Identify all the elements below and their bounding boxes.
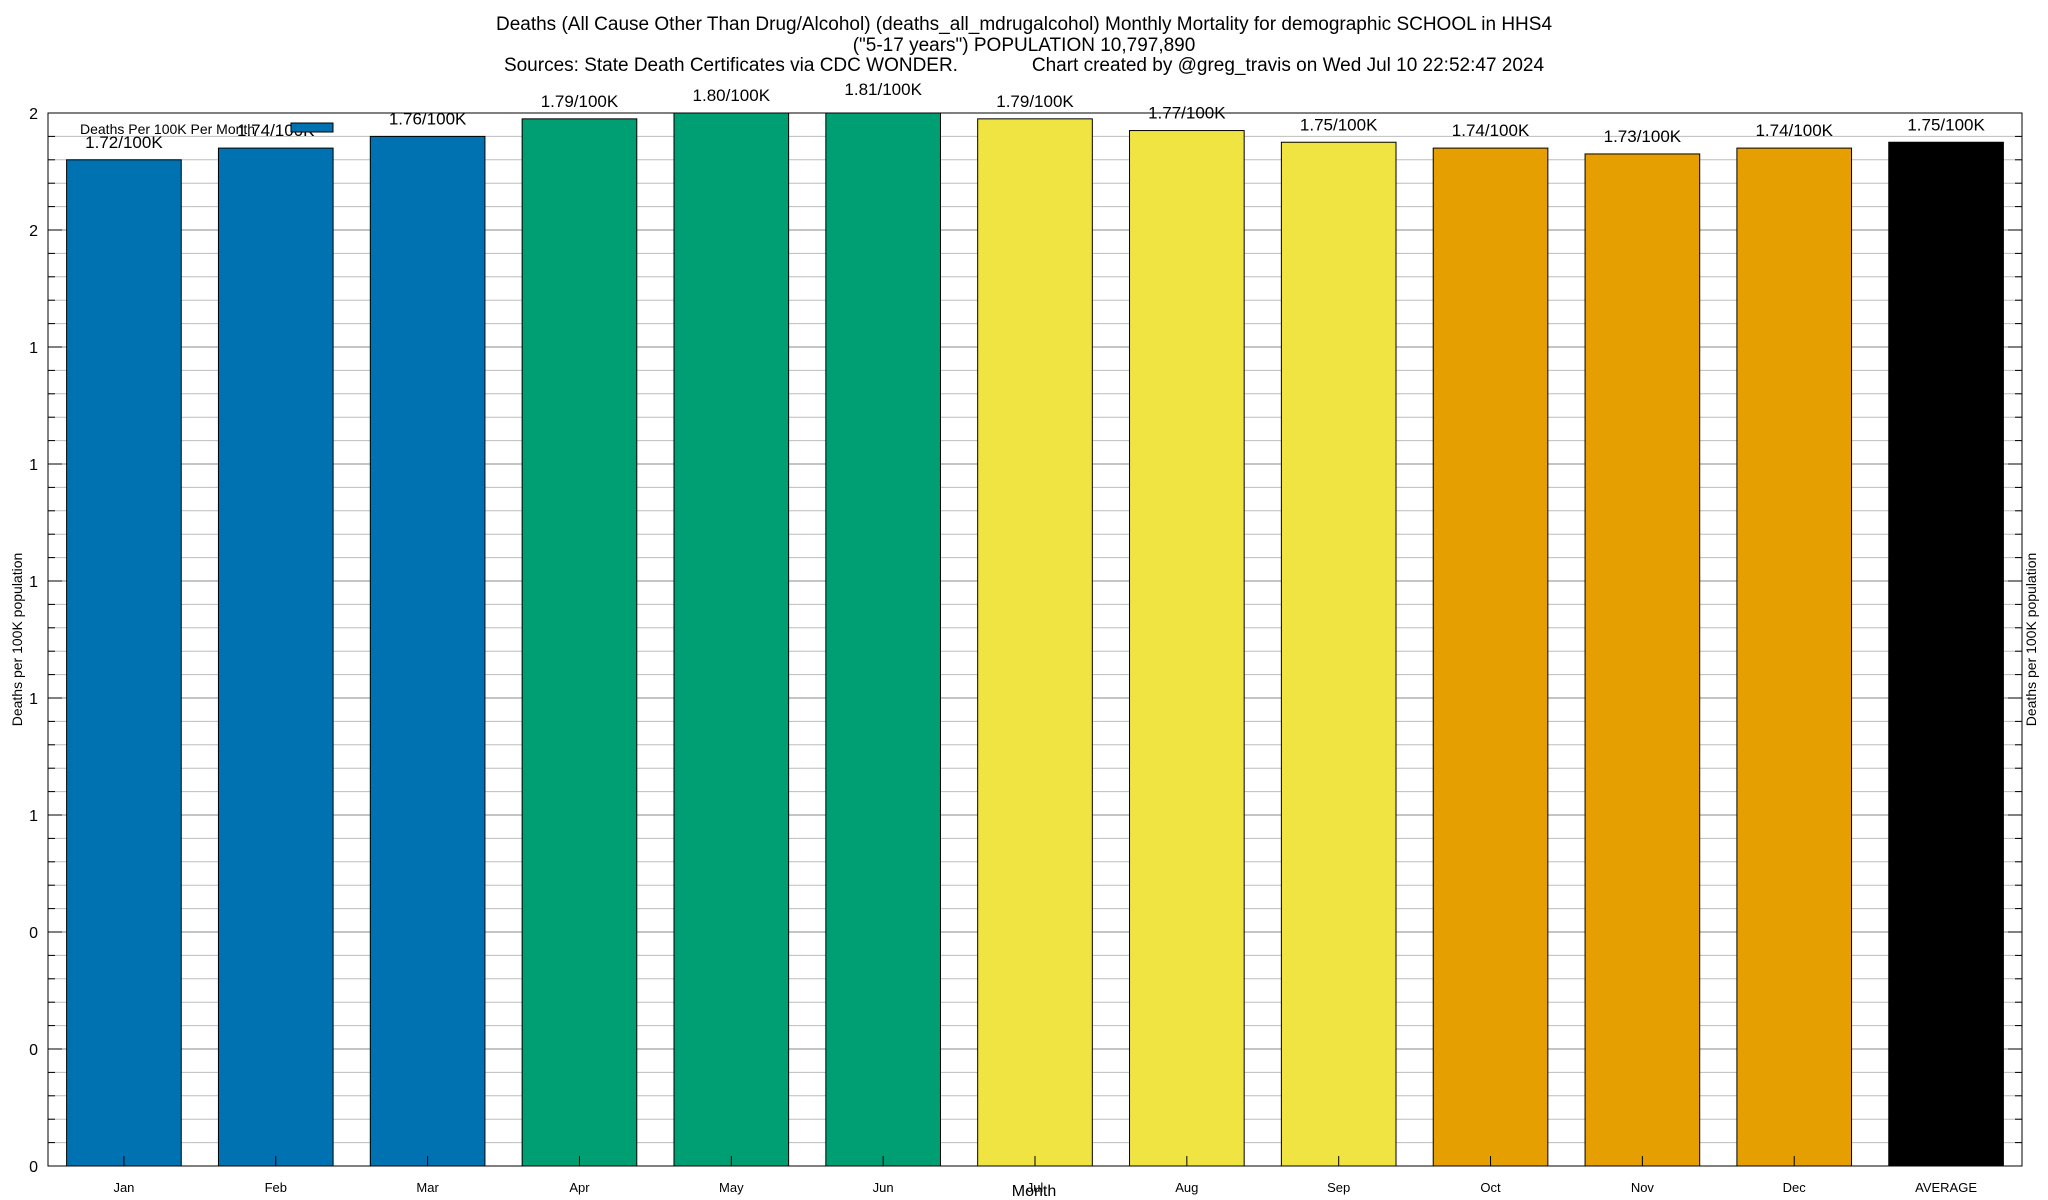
bar-may [673,112,790,1167]
bar-jul [977,118,1093,1167]
x-tick-label: Mar [416,1180,439,1195]
bar-average [1888,141,2004,1167]
y-tick-label: 2 [29,106,38,123]
x-tick-label: Dec [1783,1180,1807,1195]
x-tick-label: AVERAGE [1915,1180,1977,1195]
x-tick-label: Apr [569,1180,590,1195]
bar-oct [1432,147,1549,1167]
plot-frame [47,112,2023,1167]
bar-aug [1129,130,1245,1167]
bar-value-label: 1.75/100K [1907,115,1985,134]
x-tick-label: Jan [113,1180,134,1195]
bar-apr [521,118,638,1167]
bar-value-label: 1.81/100K [844,80,922,99]
x-tick-label: Feb [265,1180,287,1195]
x-tick-label: Jul [1027,1180,1044,1195]
bar-value-label: 1.75/100K [1300,115,1378,134]
bar-mar [369,135,486,1167]
x-tick-label: Oct [1480,1180,1501,1195]
bar-nov [1584,153,1701,1167]
y-tick-label: 1 [29,808,38,825]
bar-value-label: 1.73/100K [1604,127,1682,146]
y-axis-label-right: Deaths per 100K population [2023,553,2039,727]
bar-dec [1736,147,1853,1167]
bar-value-label: 1.79/100K [996,92,1074,111]
chart-title-line-3: Sources: State Death Certificates via CD… [503,55,1545,76]
x-tick-label: Aug [1175,1180,1198,1195]
y-tick-label: 1 [29,691,38,708]
y-tick-label: 2 [29,223,38,240]
y-tick-label: 1 [29,574,38,591]
legend-swatch [290,122,334,133]
y-tick-label: 0 [29,1042,38,1059]
bar-jun [825,112,941,1167]
bar-value-label: 1.74/100K [1755,121,1833,140]
bar-sep [1280,141,1397,1167]
bar-value-label: 1.79/100K [541,92,619,111]
x-axis-label: Month [1012,1183,1056,1200]
x-tick-label: Jun [873,1180,894,1195]
bar-value-label: 1.72/100K [85,133,163,152]
bar-feb [217,147,334,1167]
chart-title-line-2: ("5-17 years") POPULATION 10,797,890 [852,35,1196,56]
y-tick-label: 1 [29,457,38,474]
x-tick-label: Nov [1631,1180,1655,1195]
bar-value-label: 1.76/100K [389,109,467,128]
chart-title-line-1: Deaths (All Cause Other Than Drug/Alcoho… [495,14,1553,35]
y-axis-label-left: Deaths per 100K population [9,553,25,727]
x-tick-label: Sep [1327,1180,1350,1195]
y-tick-label: 0 [29,1159,38,1176]
y-tick-label: 1 [29,340,38,357]
y-tick-label: 0 [29,925,38,942]
bar-jan [66,159,182,1167]
x-tick-label: May [719,1180,744,1195]
bar-value-label: 1.74/100K [1452,121,1530,140]
bar-value-label: 1.80/100K [693,86,771,105]
legend-label: Deaths Per 100K Per Month [80,121,255,137]
